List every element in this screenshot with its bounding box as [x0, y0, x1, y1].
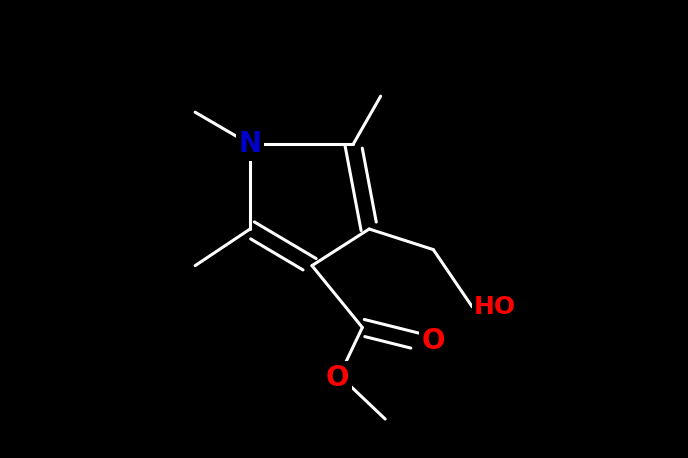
Text: HO: HO	[474, 295, 516, 319]
Text: N: N	[239, 130, 261, 158]
Text: O: O	[325, 364, 349, 392]
Text: O: O	[422, 327, 445, 355]
